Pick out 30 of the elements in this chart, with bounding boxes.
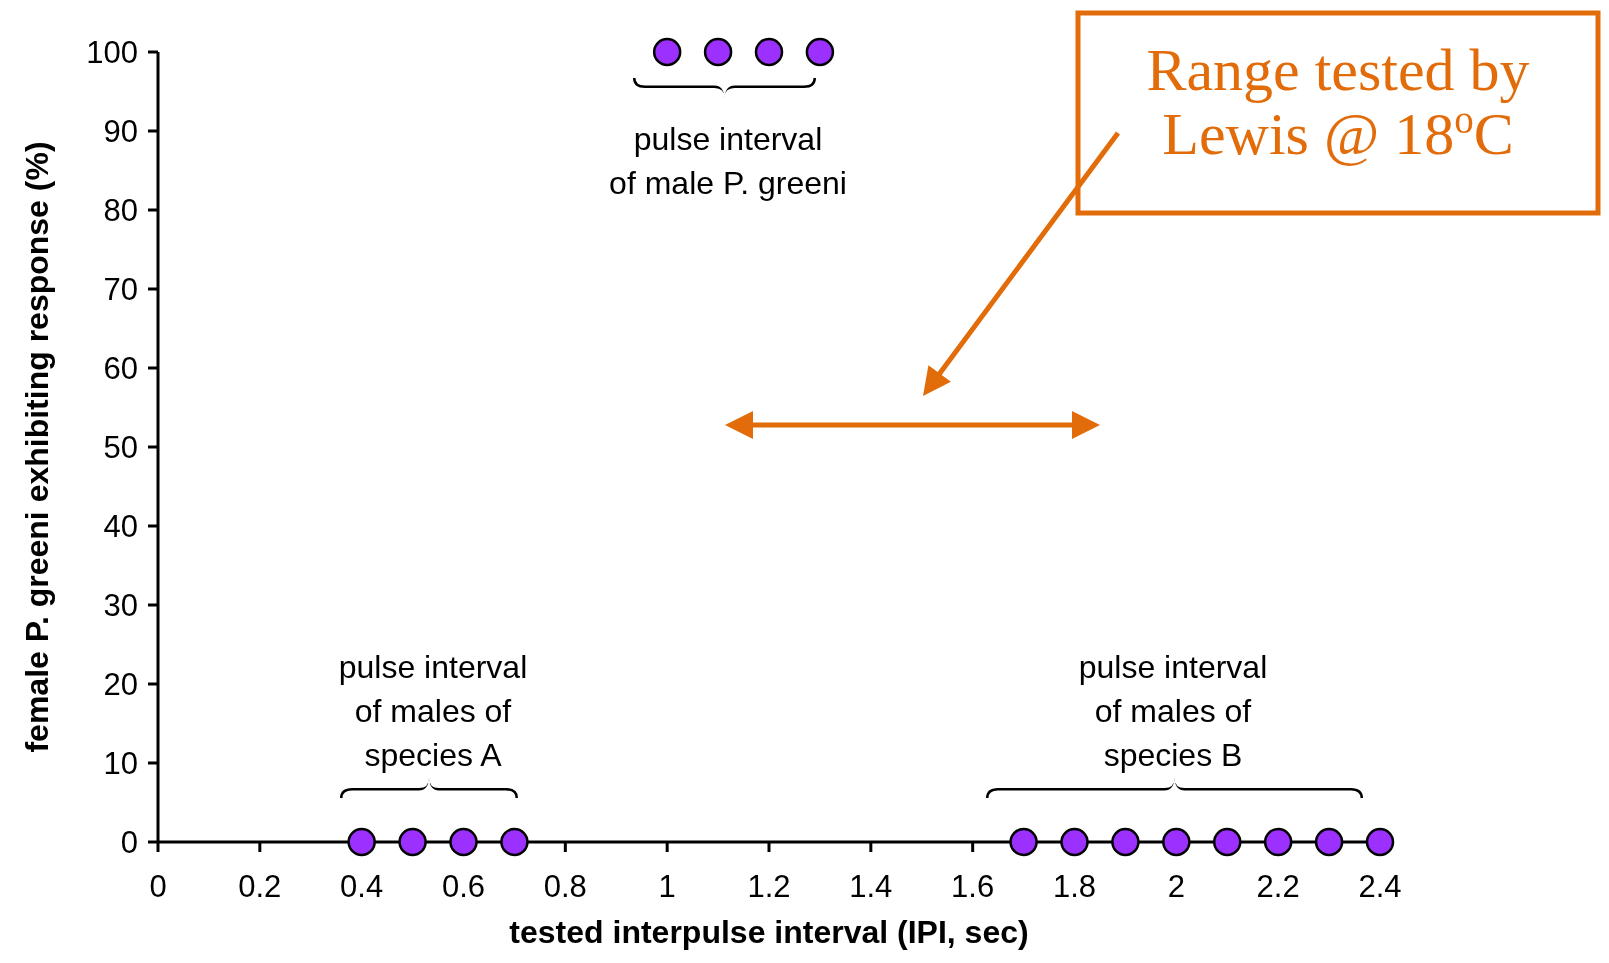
x-tick-label: 0.6	[441, 869, 486, 904]
y-tick-label: 70	[103, 272, 138, 307]
y-tick-label: 30	[103, 588, 138, 623]
y-axis-title: female P. greeni exhibiting response (%)	[19, 141, 55, 753]
annotation: pulse interval of male P. greeni	[609, 121, 847, 201]
x-tick-label: 2.4	[1358, 869, 1402, 904]
y-tick-label: 60	[103, 351, 138, 386]
x-tick-label: 2.2	[1256, 869, 1300, 904]
x-tick-label: 1.6	[951, 869, 995, 904]
y-tick-label: 10	[103, 746, 138, 781]
y-tick-label: 100	[86, 35, 138, 70]
x-tick-label: 0	[149, 869, 167, 904]
x-tick-label: 1.8	[1052, 869, 1097, 904]
y-tick-label: 50	[103, 430, 138, 465]
x-tick-label: 0.4	[340, 869, 384, 904]
x-tick-label: 1	[658, 869, 676, 904]
y-tick-label: 0	[120, 825, 138, 860]
x-tick-label: 0.8	[543, 869, 587, 904]
x-tick-label: 2	[1167, 869, 1185, 904]
x-tick-label: 1.4	[849, 869, 893, 904]
annotation: Range tested by Lewis @ 18$^{o}$C	[1146, 37, 1530, 167]
x-tick-label: 1.2	[747, 869, 791, 904]
x-axis-title: tested interpulse interval (IPI, sec)	[509, 914, 1029, 950]
y-tick-label: 80	[103, 193, 138, 228]
y-tick-label: 90	[103, 114, 138, 149]
y-tick-label: 40	[103, 509, 138, 544]
y-tick-label: 20	[103, 667, 138, 702]
annotation: pulse interval of males of species B	[1078, 649, 1268, 773]
x-tick-label: 0.2	[238, 869, 282, 904]
annotation: pulse interval of males of species A	[338, 649, 528, 773]
